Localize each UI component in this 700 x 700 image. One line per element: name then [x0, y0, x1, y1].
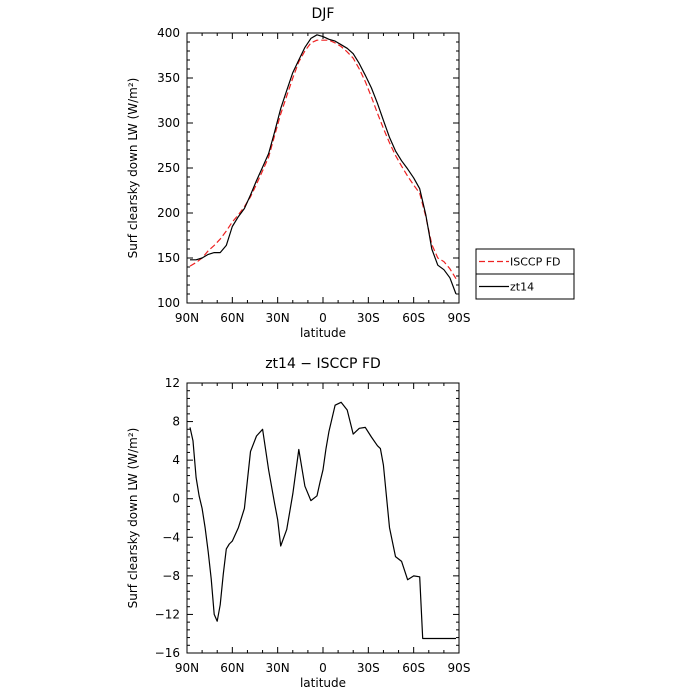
legend-label: zt14 — [510, 281, 534, 294]
chart-title: DJF — [312, 6, 335, 22]
y-tick-label: 8 — [172, 415, 180, 429]
x-tick-label: 90N — [175, 661, 199, 675]
x-tick-label: 0 — [319, 311, 327, 325]
y-tick-label: 250 — [157, 161, 180, 175]
y-tick-label: 300 — [157, 116, 180, 130]
x-tick-label: 60N — [220, 311, 244, 325]
series-line-zt14 — [190, 34, 457, 295]
y-tick-label: 4 — [172, 453, 180, 467]
y-tick-label: 350 — [157, 71, 180, 85]
plot-frame — [186, 382, 460, 654]
x-tick-label: 30N — [266, 311, 290, 325]
x-axis-label: latitude — [300, 676, 346, 690]
x-tick-label: 30S — [357, 311, 380, 325]
series-line-isccp-fd — [189, 39, 457, 280]
x-tick-label: 90S — [448, 661, 471, 675]
x-tick-label: 90S — [448, 311, 471, 325]
y-tick-label: 400 — [157, 26, 180, 40]
x-tick-label: 30N — [266, 661, 290, 675]
x-tick-label: 60N — [220, 661, 244, 675]
chart-title: zt14 − ISCCP FD — [265, 356, 381, 372]
y-tick-label: 200 — [157, 206, 180, 220]
y-axis-label: Surf clearsky down LW (W/m²) — [126, 428, 140, 609]
y-tick-label: 100 — [157, 296, 180, 310]
legend: ISCCP FD zt14 — [475, 248, 575, 300]
x-tick-label: 30S — [357, 661, 380, 675]
y-tick-label: −16 — [155, 646, 180, 660]
chart-panel-2: zt14 − ISCCP FD 90N 60N 30N 0 30S 60S 90S 12 8 4 0 −… — [126, 356, 470, 690]
y-axis-label: Surf clearsky down LW (W/m²) — [126, 78, 140, 259]
x-tick-label: 0 — [319, 661, 327, 675]
y-tick-label: −8 — [162, 569, 180, 583]
x-tick-label: 90N — [175, 311, 199, 325]
x-tick-label: 60S — [402, 661, 425, 675]
x-axis-label: latitude — [300, 326, 346, 340]
legend-label: ISCCP FD — [510, 256, 561, 269]
series-line-difference — [189, 401, 456, 640]
y-tick-label: −4 — [162, 530, 180, 544]
x-tick-label: 60S — [402, 311, 425, 325]
y-tick-label: 150 — [157, 251, 180, 265]
y-tick-label: −12 — [155, 607, 180, 621]
y-tick-label: 12 — [165, 376, 180, 390]
plot-frame — [186, 32, 460, 304]
y-tick-label: 0 — [172, 492, 180, 506]
chart-panel-1: DJF 90N 60N 30N 0 30S 60S 90S 100 150 200 250 300 350… — [126, 6, 575, 340]
